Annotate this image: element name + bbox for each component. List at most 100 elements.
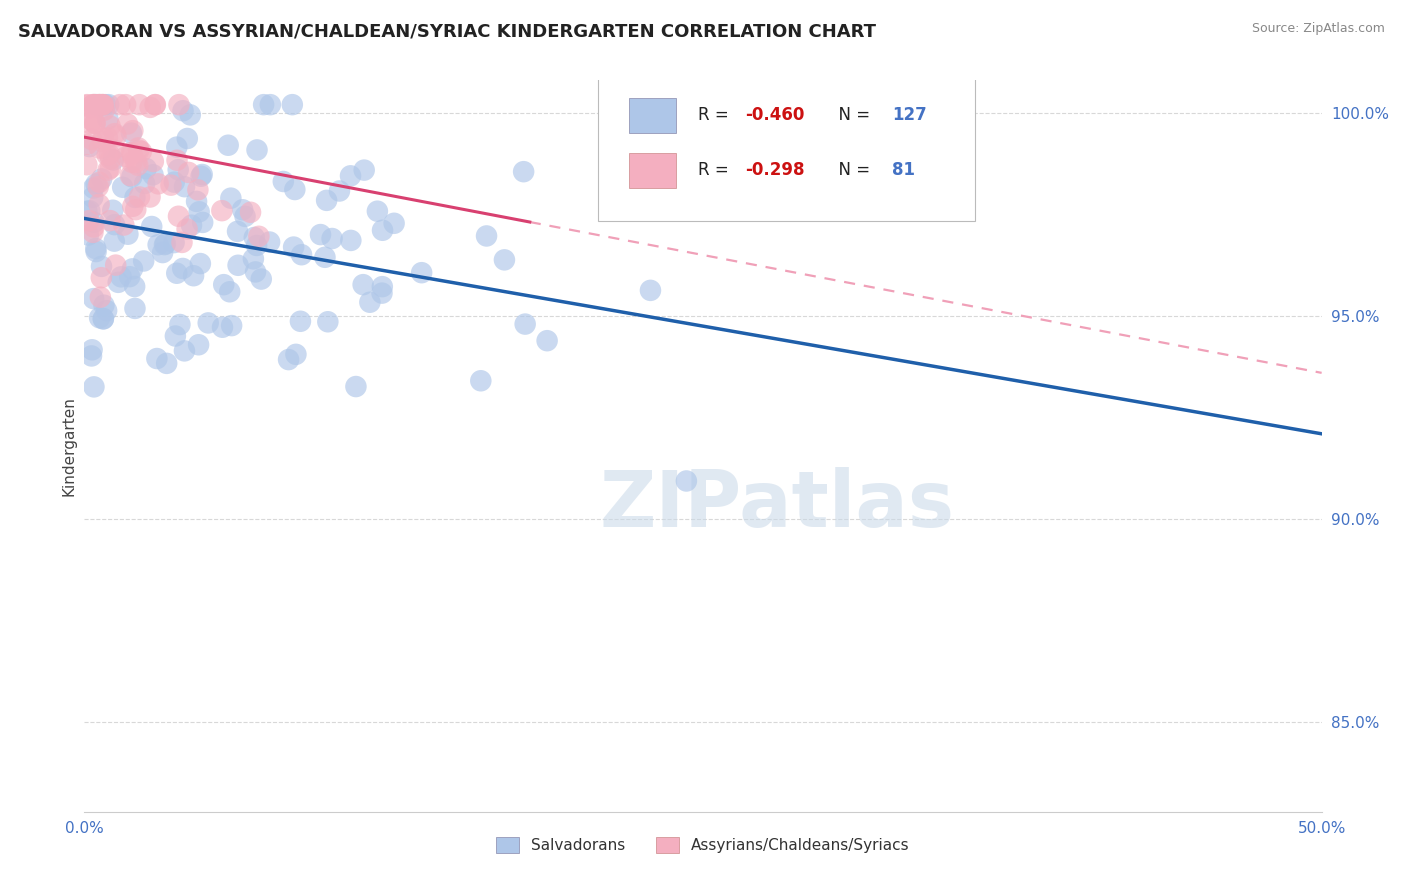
Text: ZIPatlas: ZIPatlas: [600, 467, 955, 542]
Point: [104, 258, 127, 272]
Point: [94, 97, 117, 112]
Point: [83, 380, 105, 394]
Point: [328, 184, 350, 198]
Point: [284, 182, 307, 196]
Text: 127: 127: [893, 106, 927, 124]
Point: [84, 97, 107, 112]
Point: [163, 235, 186, 250]
Point: [169, 318, 191, 332]
Point: [82, 181, 104, 195]
Point: [250, 272, 273, 286]
Point: [177, 165, 200, 179]
Point: [183, 268, 205, 283]
Point: [273, 174, 295, 188]
Point: [93, 311, 115, 326]
Point: [242, 252, 264, 266]
Point: [188, 204, 211, 219]
Point: [166, 153, 188, 168]
Point: [83, 116, 105, 130]
Point: [309, 227, 332, 242]
Point: [152, 245, 174, 260]
Point: [77, 213, 100, 227]
Point: [166, 140, 188, 154]
Point: [217, 138, 239, 153]
Point: [80, 132, 103, 146]
Point: [233, 210, 256, 224]
Point: [218, 285, 240, 299]
Point: [89, 97, 111, 112]
Point: [366, 204, 388, 219]
Point: [247, 229, 270, 244]
Point: [321, 231, 343, 245]
Point: [371, 286, 394, 301]
Point: [89, 197, 111, 211]
Point: [176, 131, 198, 145]
Point: [121, 155, 143, 169]
Point: [91, 97, 114, 112]
Point: [128, 97, 150, 112]
Point: [371, 279, 394, 293]
Point: [170, 235, 193, 250]
Point: [290, 248, 312, 262]
FancyBboxPatch shape: [598, 78, 976, 220]
Y-axis label: Kindergarten: Kindergarten: [60, 396, 76, 496]
Point: [246, 143, 269, 157]
Point: [103, 143, 125, 157]
Point: [371, 223, 394, 237]
Point: [114, 97, 136, 112]
Point: [83, 215, 105, 229]
Point: [315, 194, 337, 208]
Point: [475, 229, 498, 244]
Point: [84, 242, 107, 256]
Point: [232, 202, 254, 217]
Point: [353, 163, 375, 178]
Point: [125, 155, 148, 169]
Point: [212, 277, 235, 292]
Point: [96, 131, 118, 145]
Point: [536, 334, 558, 348]
Point: [512, 164, 534, 178]
Point: [281, 97, 304, 112]
Point: [344, 379, 367, 393]
Point: [131, 145, 153, 159]
Point: [90, 97, 112, 112]
Point: [127, 141, 149, 155]
Point: [84, 177, 107, 191]
Point: [84, 116, 107, 130]
Point: [142, 154, 165, 169]
Point: [89, 310, 111, 325]
Point: [494, 252, 516, 267]
Point: [90, 270, 112, 285]
Point: [91, 97, 114, 112]
Point: [180, 218, 202, 232]
Point: [128, 143, 150, 157]
Point: [197, 316, 219, 330]
Point: [179, 108, 201, 122]
Point: [96, 148, 118, 162]
Point: [163, 175, 186, 189]
Point: [221, 318, 243, 333]
Point: [98, 161, 121, 176]
Point: [411, 266, 433, 280]
Legend: Salvadorans, Assyrians/Chaldeans/Syriacs: Salvadorans, Assyrians/Chaldeans/Syriacs: [491, 830, 915, 859]
Point: [259, 235, 281, 249]
Point: [340, 234, 363, 248]
Point: [190, 256, 212, 270]
Point: [382, 216, 405, 230]
Text: -0.460: -0.460: [745, 106, 804, 124]
Point: [84, 97, 107, 112]
Point: [316, 315, 339, 329]
Text: N =: N =: [828, 106, 876, 124]
Text: SALVADORAN VS ASSYRIAN/CHALDEAN/SYRIAC KINDERGARTEN CORRELATION CHART: SALVADORAN VS ASSYRIAN/CHALDEAN/SYRIAC K…: [18, 22, 876, 40]
Point: [83, 219, 105, 234]
Point: [93, 103, 115, 118]
Point: [91, 135, 114, 149]
Point: [172, 103, 194, 118]
Point: [211, 320, 233, 334]
Point: [108, 97, 131, 112]
Point: [110, 269, 132, 284]
Point: [80, 113, 103, 128]
Point: [187, 183, 209, 197]
Point: [283, 240, 305, 254]
Point: [79, 203, 101, 218]
